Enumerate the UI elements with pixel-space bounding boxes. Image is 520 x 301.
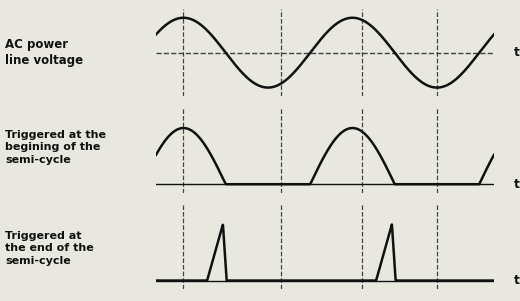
Text: t: t xyxy=(514,46,520,59)
Text: Triggered at the
begining of the
semi-cycle: Triggered at the begining of the semi-cy… xyxy=(5,130,106,165)
Text: t: t xyxy=(514,274,520,287)
Text: Triggered at
the end of the
semi-cycle: Triggered at the end of the semi-cycle xyxy=(5,231,94,266)
Text: t: t xyxy=(514,178,520,191)
Text: AC power
line voltage: AC power line voltage xyxy=(5,38,83,67)
